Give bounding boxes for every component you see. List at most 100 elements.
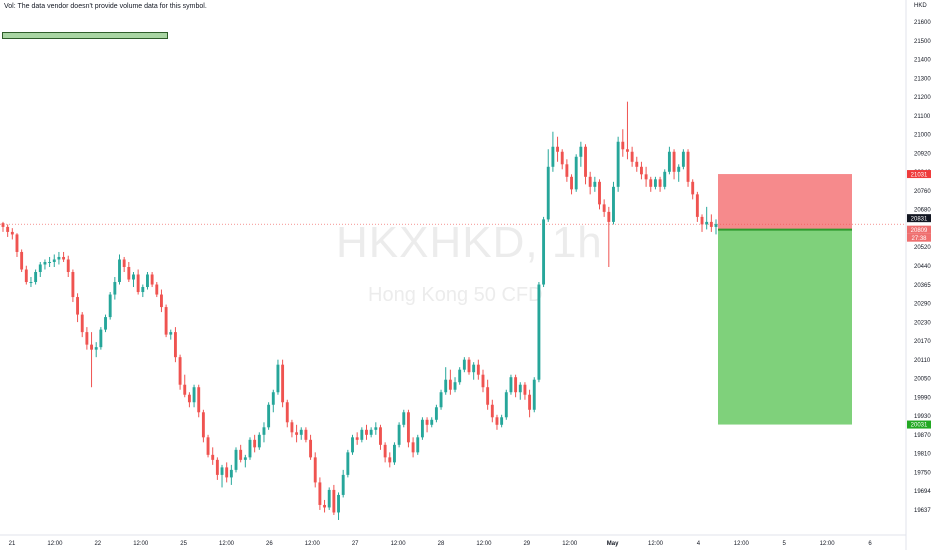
candle-body[interactable] [141,287,145,293]
candle-body[interactable] [197,387,201,413]
candle-body[interactable] [635,161,639,167]
candle-body[interactable] [542,219,546,285]
candle-body[interactable] [271,392,275,405]
candle-body[interactable] [444,379,448,393]
candle-body[interactable] [290,422,294,433]
candle-body[interactable] [434,407,438,420]
candle-body[interactable] [402,412,406,425]
candle-body[interactable] [234,449,238,470]
candle-body[interactable] [411,442,415,453]
candle-body[interactable] [211,454,215,460]
candle-body[interactable] [616,141,620,187]
candle-body[interactable] [262,427,266,435]
candle-body[interactable] [672,151,676,172]
candle-body[interactable] [383,444,387,458]
candle-body[interactable] [700,216,704,225]
candle-body[interactable] [94,347,98,350]
candle-body[interactable] [206,437,210,455]
candle-body[interactable] [318,482,322,505]
candle-body[interactable] [653,179,657,187]
candle-body[interactable] [150,274,154,285]
candle-body[interactable] [122,259,126,267]
candle-body[interactable] [20,251,24,270]
candle-body[interactable] [220,467,224,475]
candle-body[interactable] [705,221,709,225]
candle-body[interactable] [472,364,476,373]
candle-body[interactable] [681,151,685,167]
candle-body[interactable] [523,384,527,395]
volume-indicator-bar[interactable] [2,32,168,39]
candle-body[interactable] [43,261,47,265]
candle-body[interactable] [584,146,587,177]
candle-body[interactable] [397,424,401,445]
candle-body[interactable] [560,151,564,165]
candle-body[interactable] [178,357,182,385]
candle-body[interactable] [579,146,583,157]
candle-body[interactable] [104,317,107,330]
candle-body[interactable] [327,489,331,508]
candle-body[interactable] [556,146,560,152]
candle-body[interactable] [537,284,541,380]
candle-body[interactable] [425,419,429,425]
candle-body[interactable] [24,269,28,283]
candle-body[interactable] [467,359,471,373]
candle-body[interactable] [225,467,229,478]
candle-body[interactable] [66,259,70,272]
candle-body[interactable] [80,314,84,333]
candle-body[interactable] [173,332,177,358]
candle-body[interactable] [490,404,494,418]
candle-body[interactable] [239,449,243,460]
candle-body[interactable] [486,387,490,405]
candle-body[interactable] [243,457,247,460]
candle-body[interactable] [192,387,196,403]
candle-body[interactable] [532,379,536,410]
candle-body[interactable] [379,427,382,445]
stop-loss-zone[interactable] [718,174,852,230]
candle-body[interactable] [593,181,597,187]
candle-body[interactable] [430,419,434,425]
candle-body[interactable] [299,429,303,435]
candle-body[interactable] [155,284,159,295]
candle-body[interactable] [574,156,578,190]
candle-body[interactable] [458,369,462,383]
candle-body[interactable] [630,151,634,162]
candle-body[interactable] [495,417,499,425]
candle-body[interactable] [607,211,611,222]
candle-body[interactable] [462,359,466,370]
candle-body[interactable] [658,179,662,187]
candle-body[interactable] [663,171,667,187]
candle-body[interactable] [528,394,532,410]
candle-body[interactable] [285,402,289,423]
candle-body[interactable] [695,194,699,217]
candle-body[interactable] [276,364,280,393]
candle-body[interactable] [90,344,93,350]
candle-body[interactable] [365,429,368,435]
candle-body[interactable] [420,419,424,438]
candle-body[interactable] [588,176,592,187]
candle-body[interactable] [257,434,261,448]
candle-body[interactable] [346,452,350,475]
candle-body[interactable] [374,427,378,430]
candle-body[interactable] [38,264,42,272]
candle-body[interactable] [215,459,219,475]
candle-body[interactable] [332,489,336,513]
candle-body[interactable] [113,282,117,295]
candle-body[interactable] [323,504,326,508]
candle-body[interactable] [164,307,168,335]
candle-body[interactable] [337,494,340,513]
candle-body[interactable] [132,274,135,280]
candle-body[interactable] [551,146,555,167]
candle-body[interactable] [15,234,19,252]
candle-body[interactable] [85,332,89,345]
candle-body[interactable] [267,404,271,428]
candle-body[interactable] [159,294,163,308]
candle-body[interactable] [169,332,173,335]
candle-body[interactable] [667,151,671,172]
candle-body[interactable] [6,226,10,232]
candle-body[interactable] [304,429,308,440]
candle-body[interactable] [29,282,33,284]
candle-body[interactable] [369,429,373,435]
candle-body[interactable] [71,272,75,298]
candle-body[interactable] [504,392,508,418]
